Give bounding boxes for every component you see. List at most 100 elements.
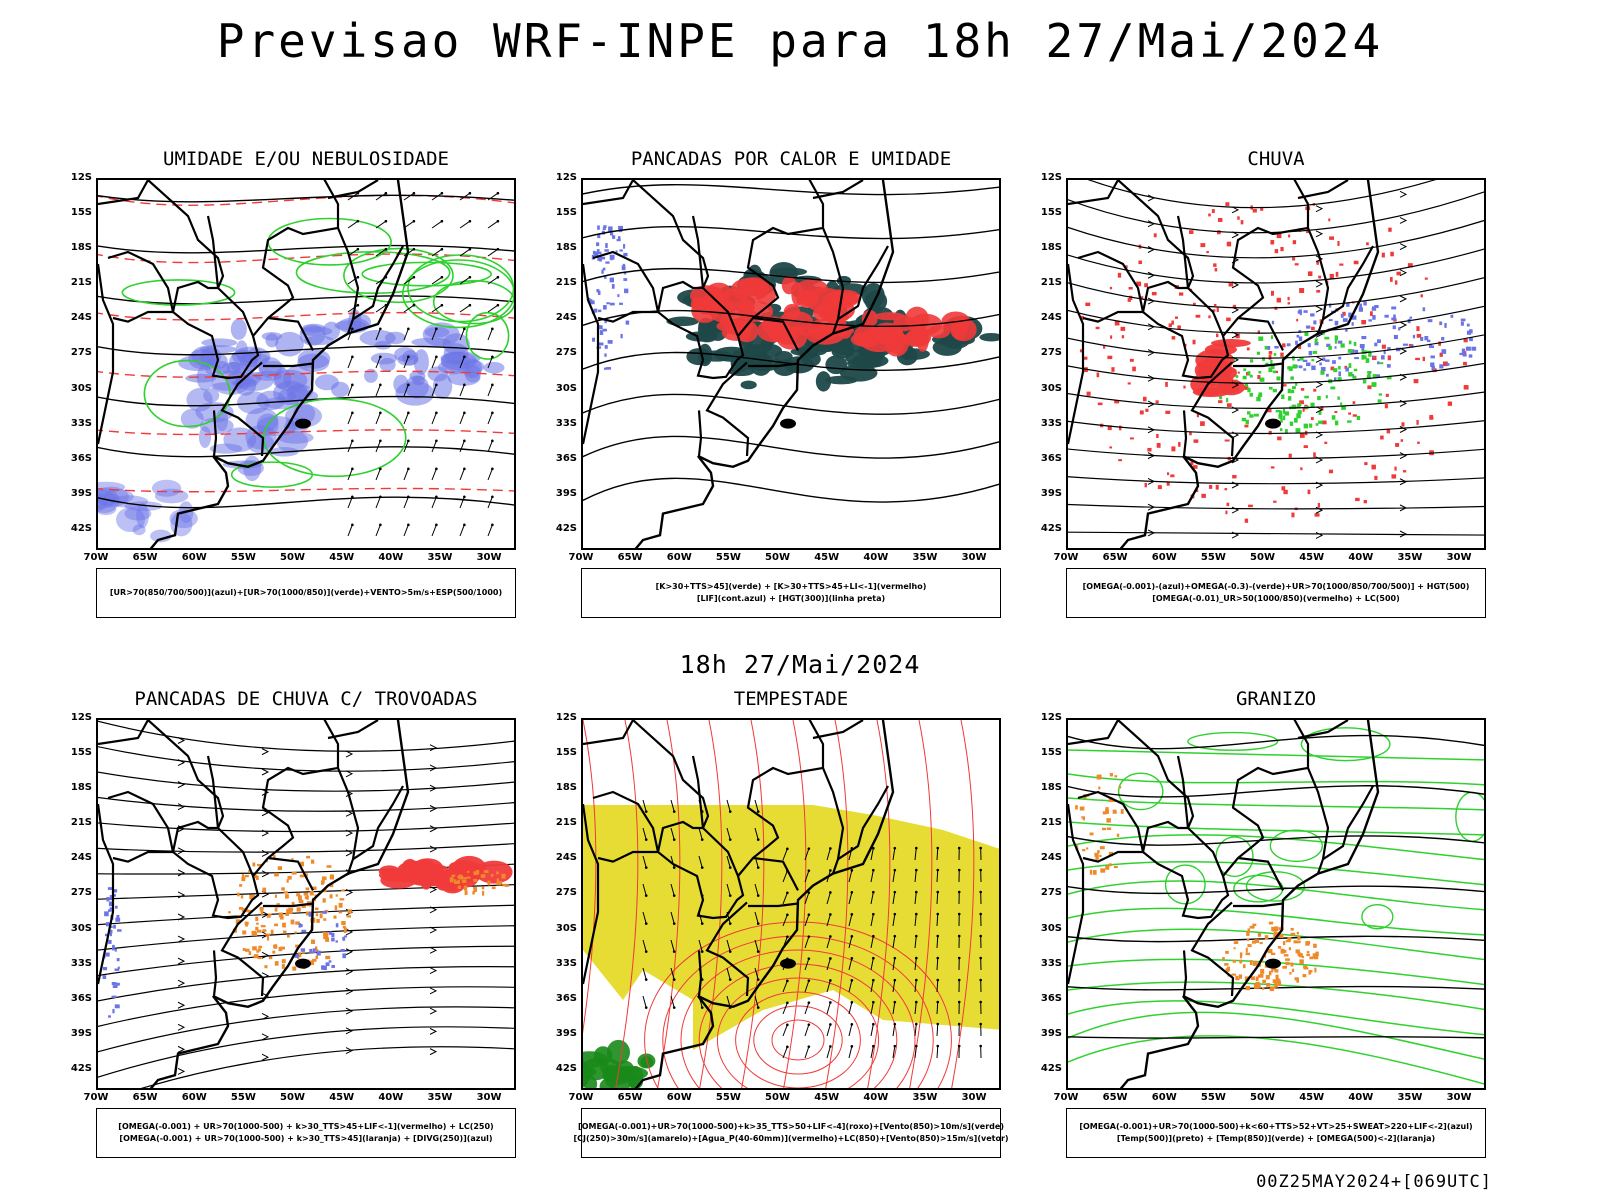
instability-red-area — [689, 275, 861, 350]
lon-tick-label: 60W — [666, 552, 692, 563]
map-frame — [96, 178, 516, 550]
lat-tick-label: 21S — [70, 277, 92, 289]
lat-tick-label: 36S — [70, 452, 92, 464]
map-frame — [1066, 178, 1486, 550]
map-panel-2: PANCADAS POR CALOR E UMIDADE 12S 15S 18S 21S… — [556, 148, 1001, 628]
lon-tick-label: 30W — [1446, 552, 1472, 563]
humidity-high-layer — [98, 479, 198, 543]
lon-tick-label: 35W — [427, 552, 453, 563]
map-frame — [96, 718, 516, 1090]
panel-legend: [OMEGA(-0.001)-(azul)+OMEGA(-0.3)-(verde… — [1066, 568, 1486, 618]
map-panel-4: PANCADAS DE CHUVA C/ TROVOADAS 12S 15S 18S 2… — [71, 688, 516, 1168]
lon-tick-label: 30W — [961, 552, 987, 563]
lon-tick-label: 55W — [230, 1092, 256, 1103]
lat-tick-label: 30S — [1040, 382, 1062, 394]
lagoa-dos-patos — [295, 958, 311, 969]
lat-tick-label: 12S — [1040, 712, 1062, 723]
lat-tick-label: 12S — [70, 172, 92, 183]
lat-tick-label: 21S — [555, 817, 577, 829]
legend-line: [LIF](cont.azul) + [HGT(300)](linha pret… — [696, 594, 886, 603]
lon-tick-label: 70W — [83, 552, 109, 563]
lat-tick-label: 18S — [1040, 782, 1062, 794]
lon-tick-label: 45W — [814, 552, 840, 563]
lon-tick-label: 45W — [1299, 1092, 1325, 1103]
lagoa-dos-patos — [780, 958, 796, 969]
map-panel-6: GRANIZO 12S 15S 18S 21S 24S 27S 30S 33S 36S 39S 42S… — [1041, 688, 1486, 1168]
lon-tick-label: 55W — [1200, 1092, 1226, 1103]
panel-legend: [UR>70(850/700/500)](azul)+[UR>70(1000/8… — [96, 568, 516, 618]
lat-tick-label: 24S — [555, 852, 577, 864]
lon-tick-label: 50W — [1250, 552, 1275, 563]
lat-tick-label: 30S — [555, 922, 577, 934]
legend-line: [UR>70(850/700/500)](azul)+[UR>70(1000/8… — [109, 588, 503, 597]
wind-850-green-area — [583, 1039, 656, 1088]
panel-legend: [OMEGA(-0.001)+UR>70(1000-500)+k<60+TTS>… — [1066, 1108, 1486, 1158]
lat-tick-label: 12S — [555, 172, 577, 183]
lat-tick-label: 18S — [70, 782, 92, 794]
lon-tick-label: 60W — [666, 1092, 692, 1103]
lon-tick-label: 40W — [863, 1092, 889, 1103]
lat-tick-label: 39S — [70, 487, 92, 499]
lon-tick-label: 50W — [1250, 1092, 1275, 1103]
lat-tick-label: 39S — [70, 1027, 92, 1039]
panel-legend: [K>30+TTS>45](verde) + [K>30+TTS>45+LI<-… — [581, 568, 1001, 618]
lon-tick-label: 70W — [83, 1092, 109, 1103]
rain-blue-area — [1267, 301, 1477, 382]
lat-tick-label: 24S — [70, 852, 92, 864]
map-panel-5: TEMPESTADE 12S 15S 18S 21S 24S 27S 30S 33S 36S 39S… — [556, 688, 1009, 1168]
lon-tick-label: 70W — [568, 552, 594, 563]
rain-red-area — [1079, 202, 1469, 523]
map-canvas — [583, 720, 999, 1088]
omega-orange-area — [1222, 921, 1319, 992]
coastline-and-borders — [1068, 180, 1380, 548]
lon-tick-label: 55W — [715, 552, 741, 563]
panel-title: GRANIZO — [1235, 688, 1317, 710]
lat-tick-label: 42S — [70, 1062, 92, 1074]
lat-tick-label: 12S — [70, 712, 92, 723]
lat-tick-label: 30S — [555, 382, 577, 394]
lon-tick-label: 55W — [1200, 552, 1226, 563]
panel-legend: [OMEGA(-0.001)+UR>70(1000-500)+k>35_TTS>… — [573, 1108, 1009, 1158]
lon-tick-label: 35W — [912, 1092, 938, 1103]
lon-tick-label: 40W — [1348, 1092, 1374, 1103]
legend-line: [OMEGA(-0.001) + UR>70(1000-500) + k>30_… — [119, 1134, 493, 1143]
map-canvas — [98, 180, 514, 548]
thunderstorm-orange-area — [228, 855, 352, 971]
legend-line: [K>30+TTS>45](verde) + [K>30+TTS>45+LI<-… — [655, 582, 927, 591]
lon-tick-label: 70W — [1053, 1092, 1079, 1103]
lat-tick-label: 30S — [70, 922, 92, 934]
lon-tick-label: 60W — [1151, 1092, 1177, 1103]
jet-stream-yellow-area — [583, 805, 999, 1050]
lat-tick-label: 39S — [1040, 1027, 1062, 1039]
lon-tick-label: 55W — [715, 1092, 741, 1103]
lon-tick-label: 30W — [1446, 1092, 1472, 1103]
map-canvas — [1068, 720, 1484, 1088]
lc850-red-contours — [583, 720, 975, 1088]
lat-tick-label: 24S — [1040, 852, 1062, 864]
map-frame — [1066, 718, 1486, 1090]
lat-tick-label: 42S — [555, 1062, 577, 1074]
lon-tick-label: 45W — [329, 1092, 355, 1103]
forecast-time-title: 18h 27/Mai/2024 — [679, 650, 921, 679]
legend-line: [OMEGA(-0.01)_UR>50(1000/850)(vermelho) … — [1152, 594, 1400, 603]
lat-tick-label: 24S — [1040, 312, 1062, 324]
lon-tick-label: 65W — [617, 552, 643, 563]
lon-tick-label: 30W — [476, 1092, 502, 1103]
lat-tick-label: 27S — [555, 347, 577, 359]
lat-tick-label: 18S — [70, 242, 92, 254]
map-canvas — [583, 180, 999, 548]
thunderstorm-orange-area — [449, 869, 509, 896]
lon-tick-label: 35W — [912, 552, 938, 563]
legend-line: [CJ(250)>30m/s](amarelo)+[Agua_P(40-60mm… — [573, 1134, 1009, 1143]
lon-tick-label: 55W — [230, 552, 256, 563]
coastline-and-borders — [98, 720, 410, 1088]
panel-title: CHUVA — [1247, 148, 1305, 170]
lat-tick-label: 36S — [1040, 992, 1062, 1004]
lon-tick-label: 30W — [961, 1092, 987, 1103]
lon-tick-label: 35W — [1397, 552, 1423, 563]
lifted-index-contours — [588, 225, 630, 370]
coastline-and-borders — [98, 180, 410, 548]
lon-tick-label: 45W — [814, 1092, 840, 1103]
lagoa-dos-patos — [295, 418, 311, 429]
panel-title: UMIDADE E/OU NEBULOSIDADE — [163, 148, 449, 170]
